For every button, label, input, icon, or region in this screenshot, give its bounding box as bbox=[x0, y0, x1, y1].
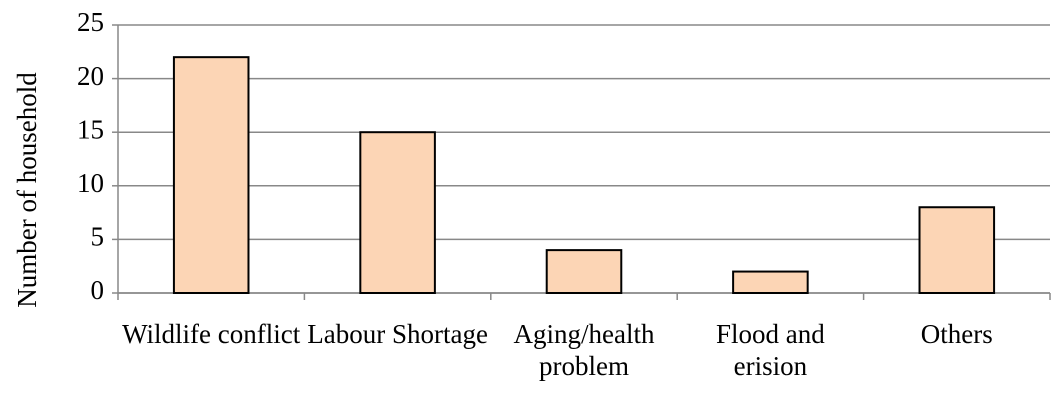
bar bbox=[918, 206, 996, 295]
bar bbox=[732, 270, 809, 294]
x-tick-label: Aging/health problem bbox=[513, 319, 655, 381]
y-tick-label: 10 bbox=[77, 168, 104, 198]
y-tick-label: 15 bbox=[77, 114, 104, 144]
y-tick-label: 5 bbox=[91, 222, 105, 252]
bar bbox=[359, 131, 436, 294]
y-tick-label: 25 bbox=[77, 7, 104, 37]
y-axis-title: Number of household bbox=[12, 72, 42, 308]
x-tick-label: Others bbox=[920, 319, 993, 349]
x-tick-label: Wildlife conflict bbox=[122, 319, 301, 349]
x-tick-label: Flood and erision bbox=[716, 319, 825, 381]
x-tick-label: Labour Shortage bbox=[307, 319, 488, 349]
bar bbox=[172, 56, 250, 294]
y-tick-label: 20 bbox=[77, 61, 104, 91]
y-tick-label: 0 bbox=[91, 275, 105, 305]
bar bbox=[545, 249, 623, 294]
